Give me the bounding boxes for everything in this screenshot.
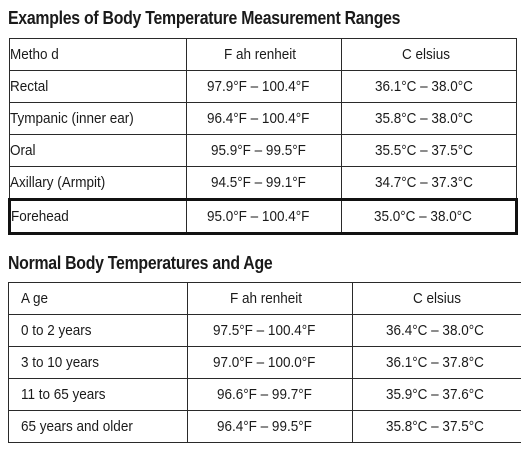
- table-header-row: Metho d F ah renheit C elsius: [9, 38, 517, 71]
- table-row: Oral 95.9°F – 99.5°F 35.5°C – 37.5°C: [9, 134, 517, 167]
- celsius-cell: 35.8°C – 37.5°C: [352, 410, 521, 443]
- fahrenheit-cell: 97.5°F – 100.4°F: [187, 314, 353, 347]
- fahrenheit-cell: 95.9°F – 99.5°F: [186, 134, 342, 167]
- fahrenheit-cell: 97.0°F – 100.0°F: [187, 346, 353, 379]
- celsius-cell: 35.9°C – 37.6°C: [352, 378, 521, 411]
- table-row: Rectal 97.9°F – 100.4°F 36.1°C – 38.0°C: [9, 70, 517, 103]
- header-method: Metho d: [9, 38, 187, 71]
- method-cell: Tympanic (inner ear): [9, 102, 187, 135]
- celsius-cell: 35.0°C – 38.0°C: [341, 198, 518, 235]
- table-row: 11 to 65 years 96.6°F – 99.7°F 35.9°C – …: [8, 378, 521, 411]
- header-age: A ge: [8, 282, 188, 315]
- header-fahrenheit: F ah renheit: [187, 282, 353, 315]
- header-celsius: C elsius: [352, 282, 521, 315]
- table-header-row: A ge F ah renheit C elsius: [8, 282, 521, 315]
- method-cell: Forehead: [8, 198, 187, 235]
- celsius-cell: 35.8°C – 38.0°C: [341, 102, 517, 135]
- celsius-cell: 36.4°C – 38.0°C: [352, 314, 521, 347]
- fahrenheit-cell: 95.0°F – 100.4°F: [186, 198, 342, 235]
- method-cell: Oral: [9, 134, 187, 167]
- age-temperatures-table: A ge F ah renheit C elsius 0 to 2 years …: [8, 282, 521, 443]
- age-temperatures-title: Normal Body Temperatures and Age: [8, 253, 273, 273]
- table-row: Axillary (Armpit) 94.5°F – 99.1°F 34.7°C…: [9, 166, 517, 200]
- celsius-cell: 34.7°C – 37.3°C: [341, 166, 517, 200]
- method-cell: Rectal: [9, 70, 187, 103]
- header-fahrenheit: F ah renheit: [186, 38, 342, 71]
- method-cell: Axillary (Armpit): [9, 166, 187, 200]
- fahrenheit-cell: 96.4°F – 100.4°F: [186, 102, 342, 135]
- age-cell: 11 to 65 years: [8, 378, 188, 411]
- table-row: 65 years and older 96.4°F – 99.5°F 35.8°…: [8, 410, 521, 443]
- celsius-cell: 35.5°C – 37.5°C: [341, 134, 517, 167]
- measurement-ranges-title: Examples of Body Temperature Measurement…: [8, 8, 401, 28]
- table-row: 3 to 10 years 97.0°F – 100.0°F 36.1°C – …: [8, 346, 521, 379]
- table-row: 0 to 2 years 97.5°F – 100.4°F 36.4°C – 3…: [8, 314, 521, 347]
- header-celsius: C elsius: [341, 38, 517, 71]
- fahrenheit-cell: 94.5°F – 99.1°F: [186, 166, 342, 200]
- fahrenheit-cell: 96.6°F – 99.7°F: [187, 378, 353, 411]
- age-cell: 3 to 10 years: [8, 346, 188, 379]
- table-row-highlighted: Forehead 95.0°F – 100.4°F 35.0°C – 38.0°…: [8, 198, 518, 235]
- age-cell: 0 to 2 years: [8, 314, 188, 347]
- fahrenheit-cell: 96.4°F – 99.5°F: [187, 410, 353, 443]
- measurement-ranges-table: Metho d F ah renheit C elsius Rectal 97.…: [8, 38, 518, 235]
- celsius-cell: 36.1°C – 37.8°C: [352, 346, 521, 379]
- fahrenheit-cell: 97.9°F – 100.4°F: [186, 70, 342, 103]
- age-cell: 65 years and older: [8, 410, 188, 443]
- table-row: Tympanic (inner ear) 96.4°F – 100.4°F 35…: [9, 102, 517, 135]
- celsius-cell: 36.1°C – 38.0°C: [341, 70, 517, 103]
